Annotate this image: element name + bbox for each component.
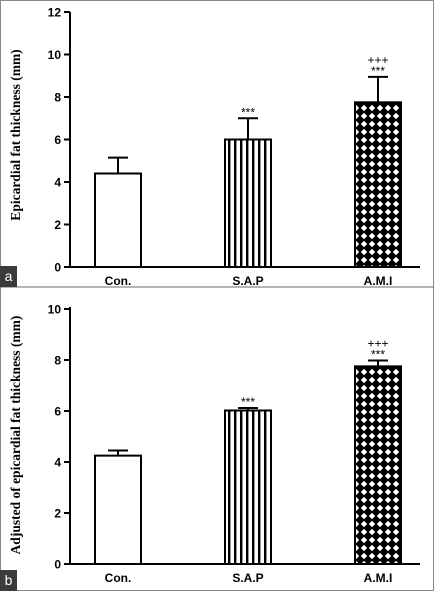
panel-b-y-tick-label: 2	[54, 507, 61, 521]
panel-b-error-bar-1	[108, 449, 128, 456]
panel-a-y-tick-label: 4	[54, 176, 61, 190]
panel-a-error-bar-2	[238, 117, 258, 140]
panel-b-label: b	[5, 572, 13, 588]
panel-a-label: a	[5, 268, 13, 284]
panel-a-error-bar-3	[368, 75, 388, 103]
panel-b-y-tick-label: 8	[54, 354, 61, 368]
panel-a-x-category-label: S.A.P	[232, 274, 263, 288]
panel-b-x-category-label: Con.	[105, 571, 132, 585]
panel-a-significance-label: ***	[371, 64, 385, 78]
panel-a-x-category-label: A.M.I	[364, 274, 393, 288]
panel-a-y-tick-label: 12	[48, 6, 62, 20]
panel-b-significance-label: ***	[371, 348, 385, 362]
panel-b-significance-label: ***	[241, 395, 255, 409]
panel-b-bar-2	[224, 409, 272, 565]
panel-a-bar-3	[354, 101, 402, 268]
panel-b-error-bar-2	[238, 406, 258, 411]
panel-b-y-axis-label: Adjusted of epicardial fat thickness (mm…	[8, 316, 23, 555]
panel-b-bar-3	[354, 365, 402, 565]
panel-a-significance-label: ***	[241, 105, 255, 119]
panel-a-y-tick-label: 10	[48, 48, 62, 62]
panel-a-chart: Epicardial fat thickness (mm) 0 2 4 6 8 10 12 C…	[0, 6, 420, 288]
panel-a-bar-1	[94, 172, 142, 268]
panel-a-y-tick-label: 8	[54, 91, 61, 105]
panel-b-y-tick-label: 0	[54, 558, 61, 572]
panel-b-x-category-label: A.M.I	[364, 571, 393, 585]
panel-a-y-tick-label: 0	[54, 261, 61, 275]
panel-b-label-badge	[0, 570, 17, 591]
panel-a-bar-2	[224, 138, 272, 268]
panel-b-x-category-label: S.A.P	[232, 571, 263, 585]
panel-b-y-tick-label: 4	[54, 456, 61, 470]
panel-a-significance-label: +++	[367, 53, 388, 67]
panel-a-y-tick-label: 6	[54, 133, 61, 147]
panel-a-x-category-label: Con.	[105, 274, 132, 288]
panel-b-significance-label: +++	[367, 337, 388, 351]
panel-b-error-bar-3	[368, 359, 388, 367]
panel-b-y-tick-label: 6	[54, 405, 61, 419]
panel-a-error-bar-1	[108, 156, 128, 174]
panel-a-label-badge	[0, 266, 17, 287]
panel-b-y-tick-label: 10	[48, 303, 62, 317]
panel-a-y-tick-label: 2	[54, 218, 61, 232]
panel-b-chart: Adjusted of epicardial fat thickness (mm…	[0, 303, 420, 591]
panel-a-y-axis-label: Epicardial fat thickness (mm)	[8, 49, 23, 220]
panel-b-bar-1	[94, 454, 142, 565]
